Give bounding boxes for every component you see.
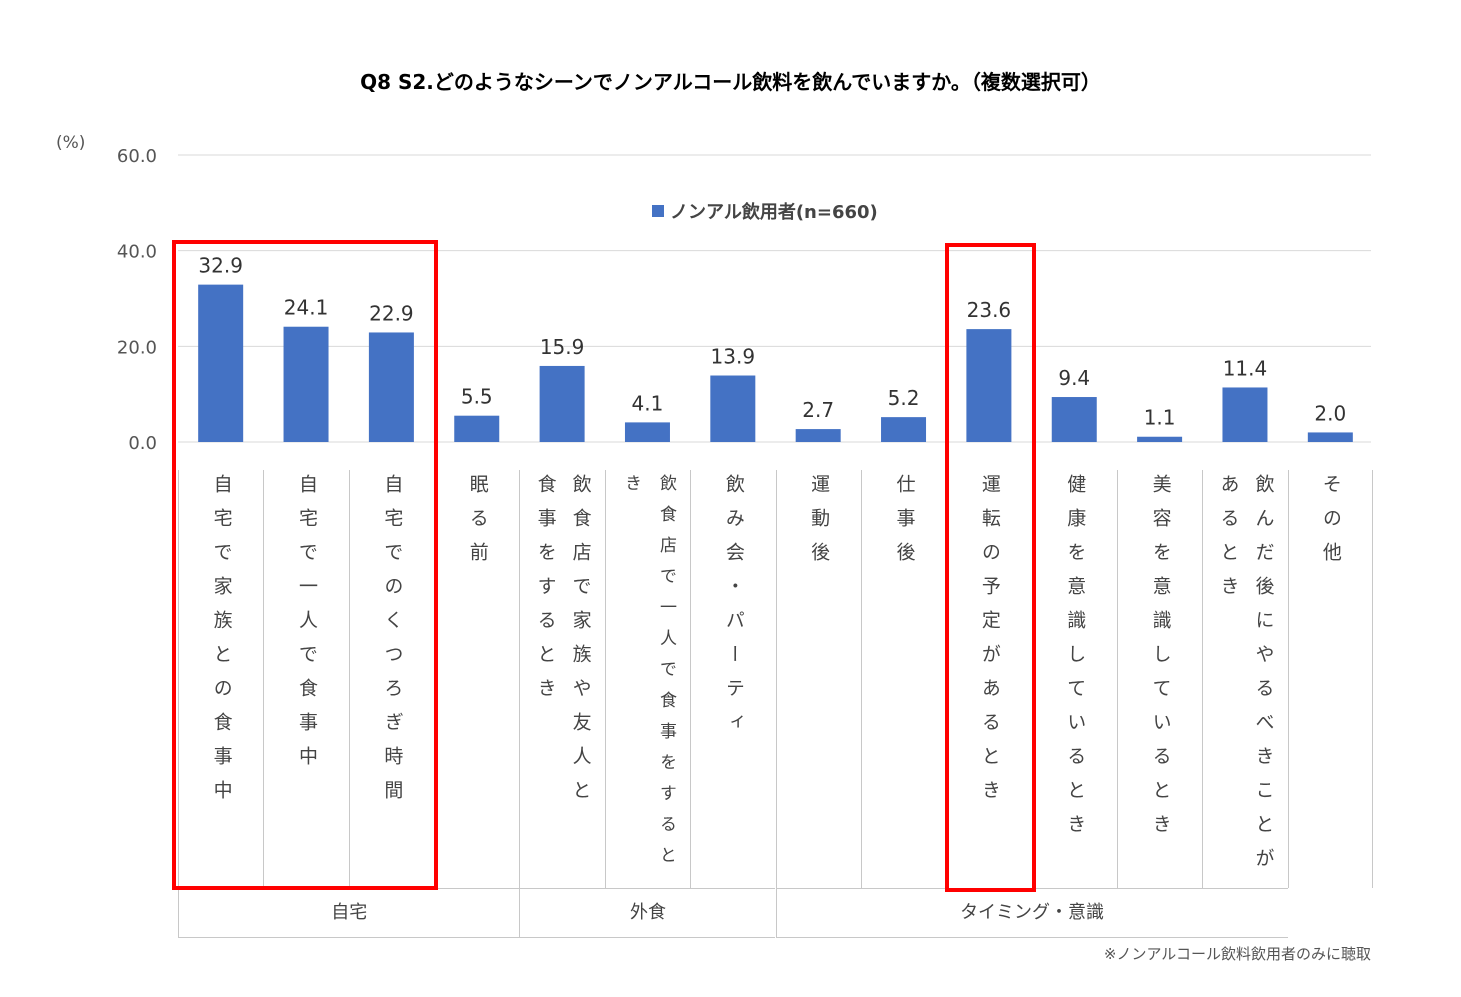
data-label: 5.2 (888, 386, 920, 410)
category-text: 飲食店で一人で食事をするとき (613, 470, 683, 888)
category-line: 食事をするとき (534, 474, 557, 712)
bar (624, 422, 670, 442)
category-label: 仕事後 (860, 470, 946, 888)
bar (795, 429, 841, 442)
bar (710, 375, 756, 442)
category-line: 健康を意識しているとき (1064, 474, 1087, 848)
bar (1137, 436, 1183, 442)
data-label: 13.9 (711, 345, 756, 369)
category-text: 眠る前 (460, 470, 495, 888)
data-label: 9.4 (1058, 366, 1090, 390)
category-label: 美容を意識しているとき (1116, 470, 1202, 888)
category-line: 美容を意識しているとき (1149, 474, 1172, 848)
category-line: 自宅でのくつろぎ時間 (381, 474, 404, 814)
bar (539, 365, 585, 442)
category-label: 眠る前 (434, 470, 519, 888)
legend-swatch (652, 205, 664, 217)
data-label: 1.1 (1144, 406, 1176, 430)
bar (1307, 432, 1353, 442)
category-line: き (620, 474, 641, 505)
category-line: 飲んだ後にやるべきことが (1252, 474, 1275, 882)
category-label: 飲食店で家族や友人と 食事をするとき (519, 470, 604, 888)
category-text: 飲み会・パーティ (716, 470, 751, 888)
category-text: 自宅でのくつろぎ時間 (374, 470, 409, 888)
data-label: 22.9 (369, 301, 414, 325)
data-label: 5.5 (461, 385, 493, 409)
category-line: 自宅で一人で食事中 (296, 474, 319, 780)
category-label: 運動後 (775, 470, 861, 888)
data-label: 32.9 (198, 254, 243, 278)
category-line: 飲み会・パーティ (722, 474, 745, 746)
bar (881, 417, 927, 442)
y-axis-unit: (%) (56, 133, 86, 153)
highlight-box (945, 243, 1036, 892)
category-text: 自宅で家族との食事中 (204, 470, 239, 888)
category-line: あるとき (1217, 474, 1240, 610)
data-label: 4.1 (632, 391, 664, 415)
y-tick-label: 40.0 (117, 242, 157, 263)
category-text: 健康を意識しているとき (1057, 470, 1092, 888)
category-line: 仕事後 (893, 474, 916, 576)
bar (283, 326, 329, 442)
data-label: 2.0 (1314, 401, 1346, 425)
category-line: 飲食店で家族や友人と (569, 474, 592, 814)
category-text: 美容を意識しているとき (1143, 470, 1178, 888)
data-label: 24.1 (284, 296, 329, 320)
category-text: 運転の予定があるとき (972, 470, 1007, 888)
category-text: 自宅で一人で食事中 (289, 470, 324, 888)
data-label: 2.7 (802, 398, 834, 422)
category-group: タイミング・意識 (775, 888, 1288, 938)
category-line: 眠る前 (466, 474, 489, 576)
category-text: 運動後 (801, 470, 836, 888)
y-tick-label: 60.0 (117, 146, 157, 167)
category-line: 飲食店で一人で食事をすると (655, 474, 676, 877)
category-line: その他 (1319, 474, 1342, 576)
category-group: 自宅 (178, 888, 520, 938)
category-line: 運動後 (808, 474, 831, 576)
category-line: 自宅で家族との食事中 (210, 474, 233, 814)
category-text: 飲んだ後にやるべきことが あるとき (1210, 470, 1280, 888)
footnote: ※ノンアルコール飲料飲用者のみに聴取 (1103, 945, 1371, 963)
legend: ノンアル飲用者(n=660) (652, 198, 878, 224)
y-tick-label: 20.0 (117, 337, 157, 358)
category-text: 仕事後 (887, 470, 922, 888)
chart-title: Q8 S2.どのようなシーンでノンアルコール飲料を飲んでいますか。（複数選択可） (360, 70, 1101, 94)
data-label: 11.4 (1223, 356, 1268, 380)
bar (454, 415, 500, 442)
category-label: 自宅で一人で食事中 (263, 470, 348, 888)
legend-label: ノンアル飲用者(n=660) (670, 202, 878, 223)
category-label: 飲んだ後にやるべきことが あるとき (1202, 470, 1287, 888)
category-line: 運転の予定があるとき (978, 474, 1001, 814)
data-label: 23.6 (967, 298, 1012, 322)
bar (198, 284, 244, 442)
category-label: 健康を意識しているとき (1031, 470, 1117, 888)
category-label: 自宅でのくつろぎ時間 (348, 470, 434, 888)
bar (1051, 397, 1097, 442)
category-label: 飲食店で一人で食事をするとき (604, 470, 690, 888)
y-tick-label: 0.0 (128, 433, 157, 454)
category-text: その他 (1313, 470, 1348, 888)
category-label: 飲み会・パーティ (690, 470, 775, 888)
data-label: 15.9 (540, 335, 585, 359)
bar (1222, 387, 1268, 442)
category-label: 自宅で家族との食事中 (178, 470, 263, 888)
category-label: その他 (1287, 470, 1373, 888)
highlight-box (172, 240, 438, 890)
category-group: 外食 (519, 888, 776, 938)
bar (368, 332, 414, 442)
bar (966, 329, 1012, 442)
category-text: 飲食店で家族や友人と 食事をするとき (528, 470, 598, 888)
